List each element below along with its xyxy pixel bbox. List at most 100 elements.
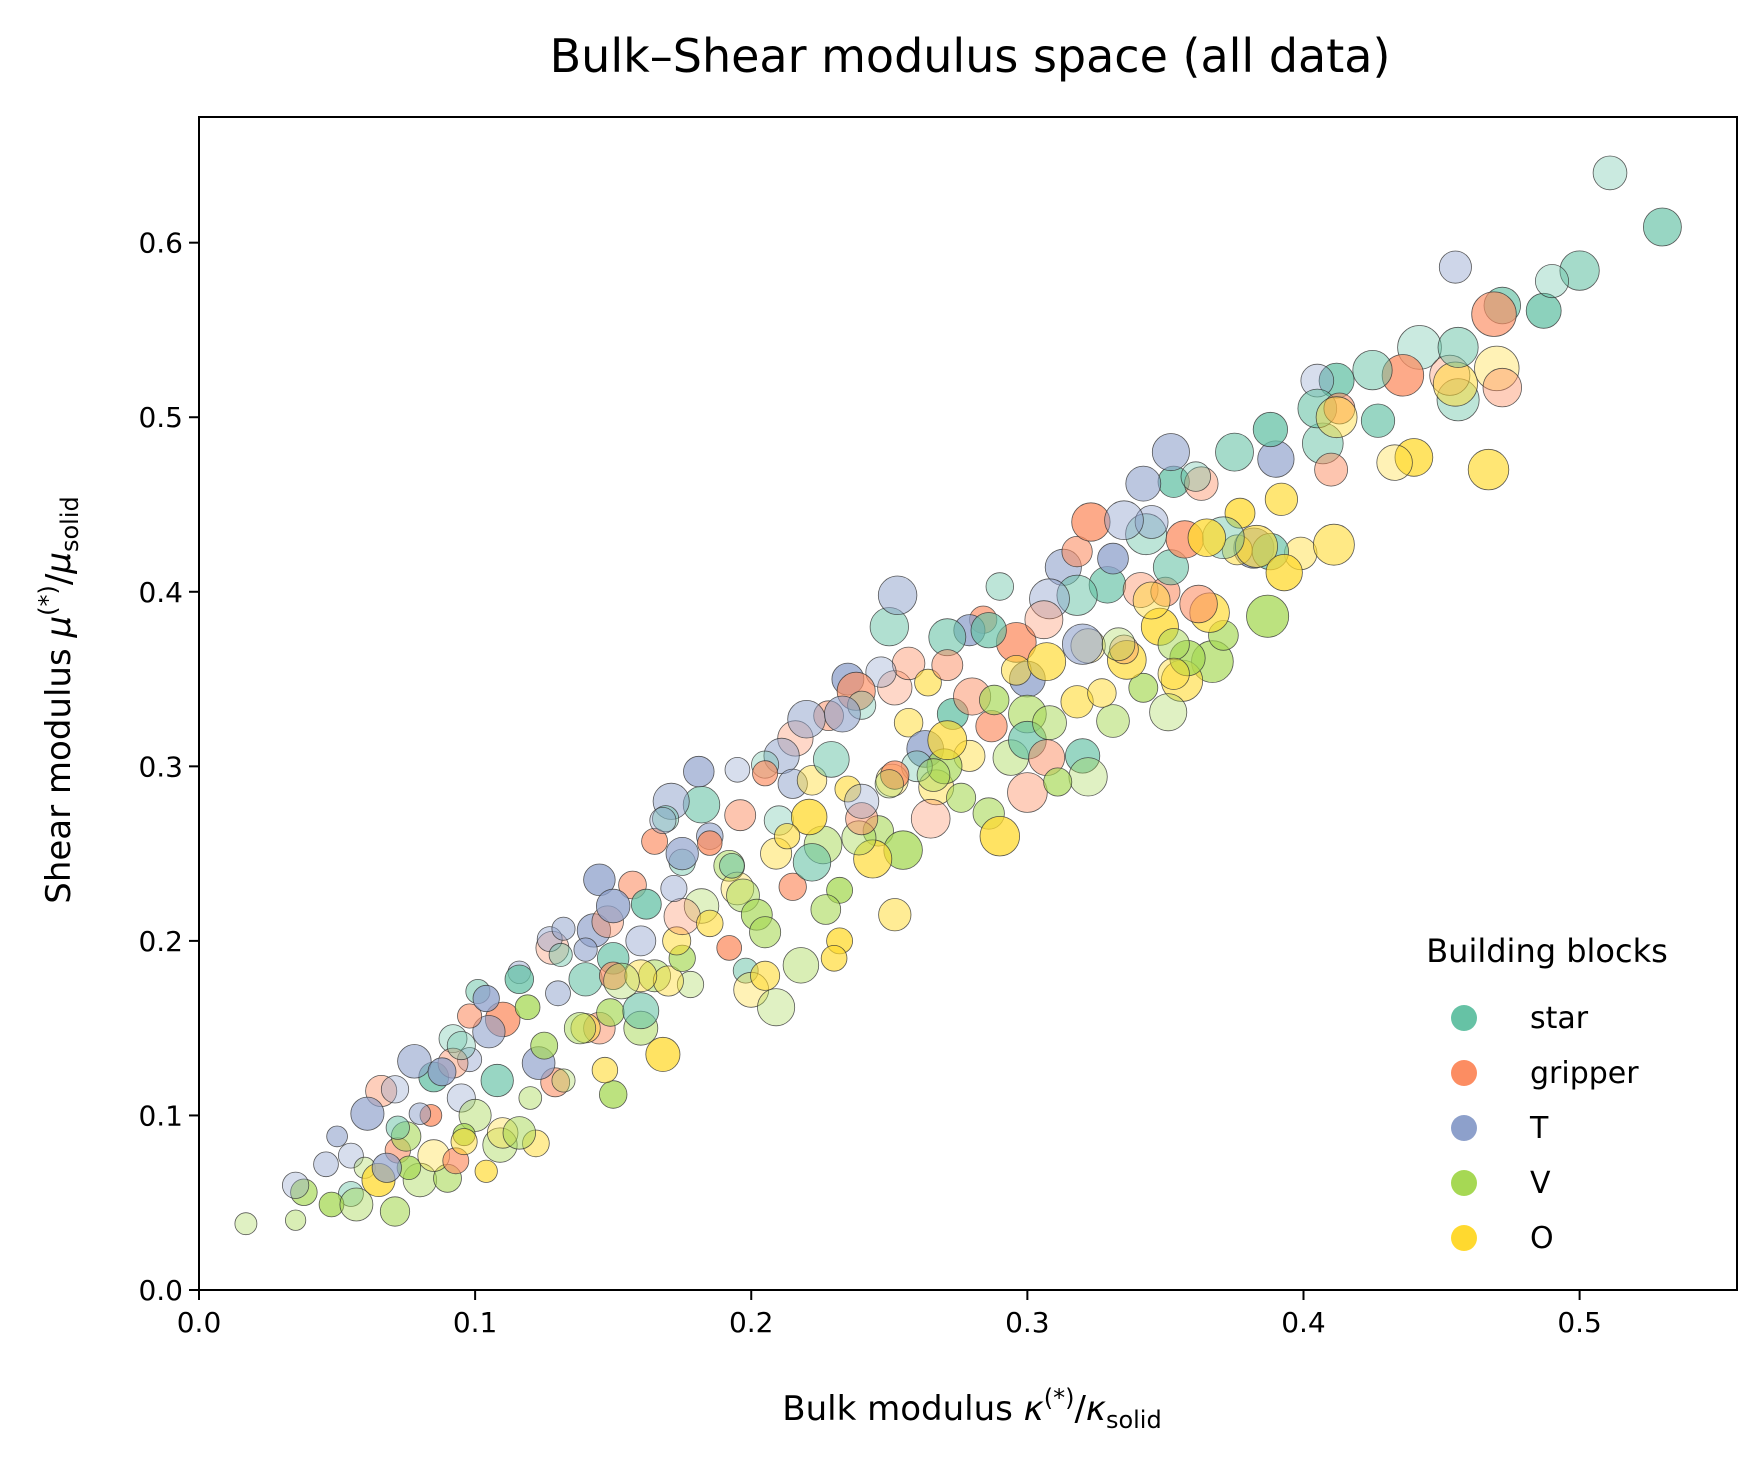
data-point-t bbox=[1104, 500, 1144, 541]
data-point-t bbox=[649, 807, 677, 835]
data-point-v bbox=[749, 916, 782, 949]
data-point-t bbox=[350, 1096, 385, 1131]
data-point-v bbox=[290, 1178, 318, 1207]
data-point-o bbox=[450, 1128, 478, 1156]
data-point-star bbox=[1643, 207, 1682, 247]
x-tick-label: 0.4 bbox=[1281, 1306, 1326, 1339]
data-point-star bbox=[1592, 155, 1628, 191]
data-point-o bbox=[1467, 448, 1510, 491]
legend-label-o: O bbox=[1530, 1221, 1554, 1256]
y-tick-label: 0.4 bbox=[138, 576, 183, 609]
data-point-star bbox=[548, 942, 573, 967]
x-axis-label-var: κ bbox=[1024, 1389, 1044, 1429]
data-point-star bbox=[630, 888, 662, 920]
data-point-o bbox=[1132, 581, 1171, 620]
data-point-t bbox=[380, 1075, 410, 1104]
data-point-t bbox=[472, 984, 500, 1013]
y-tick-label: 0.6 bbox=[138, 227, 183, 260]
data-point-v bbox=[946, 782, 977, 813]
data-point-gripper bbox=[1071, 502, 1111, 542]
data-point-t bbox=[877, 575, 918, 615]
data-point-v bbox=[518, 1086, 543, 1110]
legend-marker-gripper bbox=[1451, 1060, 1477, 1086]
data-point-t bbox=[427, 1057, 457, 1087]
data-point-o bbox=[750, 960, 781, 991]
data-point-t bbox=[824, 695, 861, 733]
data-point-o bbox=[624, 959, 658, 993]
data-point-v bbox=[1043, 767, 1073, 797]
data-point-v bbox=[596, 998, 625, 1027]
data-point-t bbox=[596, 888, 631, 924]
data-point-o bbox=[773, 823, 801, 850]
x-axis-ticks: 0.0 0.1 0.2 0.3 0.4 0.5 bbox=[177, 1290, 1602, 1339]
data-point-t bbox=[326, 1125, 348, 1148]
data-point-v bbox=[1149, 693, 1188, 732]
data-point-gripper bbox=[599, 961, 628, 991]
data-point-t bbox=[397, 1044, 432, 1079]
data-point-t bbox=[1151, 433, 1190, 472]
data-point-star bbox=[1056, 574, 1098, 616]
y-axis-label-sub: solid bbox=[56, 496, 84, 552]
data-point-gripper bbox=[1184, 466, 1219, 501]
x-tick-label: 0.3 bbox=[1005, 1306, 1050, 1339]
data-point-star bbox=[719, 852, 745, 879]
data-point-o bbox=[645, 1036, 681, 1072]
data-point-v bbox=[599, 1080, 628, 1109]
legend-label-star: star bbox=[1530, 1001, 1589, 1036]
data-point-gripper bbox=[1179, 584, 1218, 624]
data-point-gripper bbox=[641, 828, 668, 855]
data-point-gripper bbox=[1109, 634, 1139, 665]
data-point-o bbox=[834, 775, 862, 803]
data-point-t bbox=[652, 782, 690, 820]
data-point-star bbox=[812, 741, 850, 778]
data-point-t bbox=[337, 1142, 364, 1169]
data-point-star bbox=[1180, 461, 1212, 492]
data-point-v bbox=[1068, 757, 1108, 797]
x-axis-label-sup: (*) bbox=[1044, 1384, 1075, 1412]
data-point-t bbox=[583, 863, 616, 897]
data-point-t bbox=[1438, 250, 1472, 284]
data-point-star bbox=[792, 843, 832, 882]
legend-marker-t bbox=[1451, 1115, 1477, 1141]
y-tick-label: 0.2 bbox=[138, 925, 183, 958]
data-point-v bbox=[1246, 594, 1290, 638]
data-point-star bbox=[1252, 411, 1289, 448]
data-point-v bbox=[757, 988, 796, 1027]
legend-title: Building blocks bbox=[1426, 932, 1668, 970]
data-point-t bbox=[1257, 440, 1295, 478]
data-point-t bbox=[865, 656, 897, 688]
data-point-t bbox=[472, 1015, 506, 1049]
data-point-o bbox=[1432, 361, 1478, 407]
y-axis-label-den: μ bbox=[39, 552, 79, 575]
x-axis-label-slash: / bbox=[1074, 1389, 1086, 1429]
data-point-v bbox=[379, 1196, 411, 1227]
data-point-v bbox=[514, 994, 541, 1020]
data-point-o bbox=[1187, 518, 1226, 557]
y-axis-ticks: 0.0 0.1 0.2 0.3 0.4 0.5 0.6 bbox=[138, 227, 199, 1307]
data-point-o bbox=[652, 965, 684, 997]
x-axis-label: Bulk modulus κ(*)/κsolid bbox=[782, 1384, 1161, 1434]
data-point-v bbox=[339, 1187, 374, 1222]
legend: Building blocks star gripper TVO bbox=[1426, 932, 1668, 1256]
data-point-star bbox=[985, 572, 1015, 601]
data-point-t bbox=[408, 1102, 432, 1125]
data-point-v bbox=[1096, 704, 1130, 738]
data-point-t bbox=[446, 1083, 476, 1113]
data-point-o bbox=[791, 798, 828, 836]
data-point-star bbox=[1352, 349, 1393, 391]
data-point-o bbox=[1313, 523, 1355, 566]
data-point-v bbox=[1157, 628, 1190, 661]
data-point-o bbox=[1107, 640, 1147, 680]
data-point-gripper bbox=[1482, 367, 1522, 408]
data-point-v bbox=[234, 1212, 258, 1236]
data-point-t bbox=[683, 755, 715, 788]
data-point-o bbox=[927, 720, 968, 761]
data-point-o bbox=[696, 909, 724, 938]
legend-entries: star gripper TVO bbox=[1451, 1001, 1639, 1256]
data-point-t bbox=[573, 937, 598, 962]
data-point-v bbox=[318, 1191, 345, 1218]
data-point-v bbox=[551, 1068, 576, 1093]
data-point-t bbox=[1125, 465, 1162, 502]
chart-title: Bulk–Shear modulus space (all data) bbox=[550, 29, 1391, 83]
data-point-v bbox=[782, 947, 820, 984]
